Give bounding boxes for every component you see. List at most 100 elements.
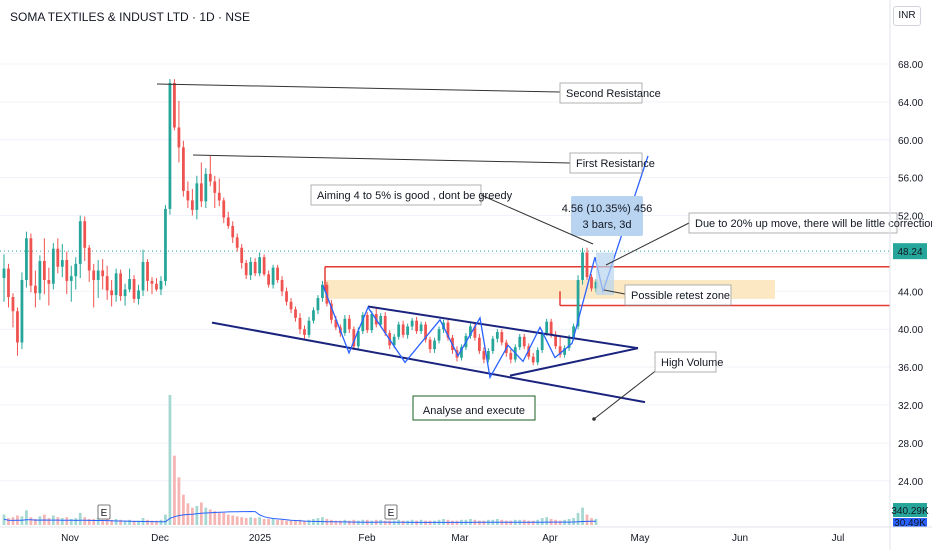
correction-note-box[interactable] <box>688 212 898 234</box>
x-tick-label: Dec <box>151 533 169 544</box>
candle <box>204 168 208 208</box>
candle <box>563 345 566 358</box>
volume-moving-average <box>3 510 596 523</box>
candle <box>105 265 109 300</box>
correction-note-text: Due to 20% up move, there will be little… <box>695 218 932 230</box>
high-volume-note-anchor-dot <box>592 417 596 421</box>
volume-bar <box>504 520 508 525</box>
candle <box>491 335 495 354</box>
candle <box>379 313 383 328</box>
candle <box>280 276 284 297</box>
volume-bar <box>177 477 181 525</box>
candle <box>119 269 122 301</box>
volume-bar <box>509 520 513 525</box>
candle <box>262 254 266 277</box>
volume-bar <box>182 494 185 525</box>
x-tick-label: Feb <box>358 533 376 544</box>
volume-bar <box>119 519 122 525</box>
candle <box>527 343 531 360</box>
candle <box>545 318 549 336</box>
candle <box>531 352 535 366</box>
candle <box>38 255 42 300</box>
volume-bar <box>321 517 324 525</box>
x-tick-label: Mar <box>451 533 469 544</box>
y-tick-label: 32.00 <box>898 401 923 412</box>
candle <box>397 321 401 340</box>
candle <box>244 260 248 280</box>
volume-bar <box>204 507 208 525</box>
candle <box>231 221 235 244</box>
second-resistance-connector <box>156 83 561 93</box>
candle <box>25 231 28 288</box>
candle <box>258 252 262 277</box>
volume-bar <box>253 518 257 525</box>
y-tick-label: 40.00 <box>898 325 923 336</box>
aiming-note-box[interactable] <box>310 184 482 206</box>
candle <box>159 276 163 296</box>
candle <box>29 233 33 293</box>
volume-bar <box>173 455 176 525</box>
candle <box>469 323 472 339</box>
volume-bar <box>267 518 270 525</box>
currency-button[interactable]: INR <box>893 6 921 26</box>
drawings: 4.56 (10.35%) 456 3 bars, 3d Second Resist… <box>97 82 932 520</box>
upper-trendline <box>367 305 639 350</box>
volume-bar <box>240 517 244 525</box>
high-volume-note-connector <box>593 368 659 420</box>
candle <box>42 238 46 295</box>
volume-bar <box>383 520 387 525</box>
candle <box>69 265 73 302</box>
volume-bar <box>347 520 351 525</box>
candle <box>168 79 172 215</box>
volume-bar <box>92 518 96 525</box>
earnings-marker[interactable] <box>97 504 111 520</box>
candle <box>406 323 410 339</box>
first-resistance-connector <box>192 154 571 164</box>
volume-bar <box>208 509 212 525</box>
earnings-marker[interactable] <box>384 504 398 520</box>
high-volume-note-box[interactable] <box>654 351 717 373</box>
volume-bar <box>334 520 338 525</box>
volume-bar <box>155 520 158 525</box>
y-tick-label: 60.00 <box>898 136 923 147</box>
analyse-execute-box[interactable] <box>412 395 536 421</box>
chart-title: SOMA TEXTILES & INDUST LTD · 1D · NSE <box>10 10 251 24</box>
volume-bar <box>262 518 266 525</box>
candle <box>34 270 37 308</box>
candle <box>235 233 239 252</box>
x-tick-label: Jun <box>732 533 748 544</box>
second-resistance-box[interactable] <box>559 82 643 104</box>
candle <box>60 243 64 278</box>
volume-bar <box>110 519 114 525</box>
candle <box>92 263 96 308</box>
candle <box>307 316 311 338</box>
candle <box>217 178 221 207</box>
volume-bar <box>258 517 262 525</box>
candle <box>536 347 540 366</box>
candle <box>123 283 127 306</box>
candle <box>410 317 414 331</box>
volume-bar <box>222 512 226 525</box>
retest-note-box[interactable] <box>624 284 732 306</box>
volume-bar <box>276 519 279 525</box>
candle <box>114 268 118 302</box>
y-tick-label: 28.00 <box>898 439 923 450</box>
candle <box>146 259 149 292</box>
second-resistance-text: Second Resistance <box>566 88 661 100</box>
volume-tag <box>893 503 927 517</box>
volume-bar <box>146 519 149 525</box>
candle <box>253 258 257 277</box>
first-resistance-text: First Resistance <box>576 158 655 170</box>
candle <box>267 270 270 288</box>
earnings-marker-label: E <box>388 508 395 519</box>
first-resistance-box[interactable] <box>569 152 643 174</box>
aiming-note-connector <box>480 194 594 245</box>
candle <box>195 175 199 220</box>
candle <box>177 100 181 163</box>
volume-ma-tag <box>893 518 927 527</box>
volume-bar <box>213 511 217 525</box>
measure-box <box>596 252 614 296</box>
candle <box>110 279 114 307</box>
volume-bar <box>545 517 549 525</box>
